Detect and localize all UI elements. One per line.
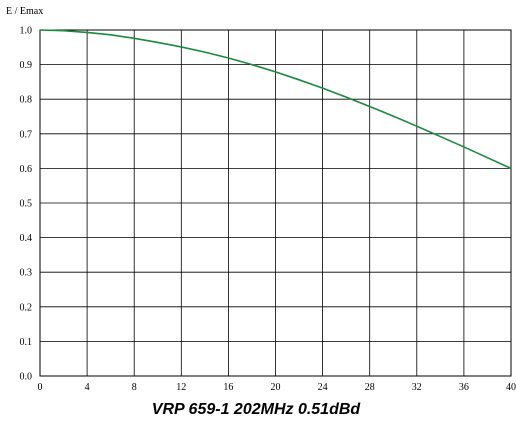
- y-tick-label: 0.4: [20, 233, 33, 244]
- y-tick-label: 0.8: [20, 95, 33, 106]
- x-tick-label: 8: [132, 382, 137, 393]
- x-tick-label: 20: [271, 382, 281, 393]
- chart-title: VRP 659-1 202MHz 0.51dBd: [152, 401, 362, 418]
- y-tick-label: 0.3: [20, 268, 33, 279]
- y-axis-label: E / Emax: [6, 6, 43, 17]
- x-tick-label: 0: [38, 382, 43, 393]
- y-tick-label: 1.0: [20, 26, 33, 37]
- x-tick-label: 24: [318, 382, 328, 393]
- y-tick-label: 0.1: [20, 337, 33, 348]
- x-tick-label: 4: [85, 382, 90, 393]
- grid-lines: [39, 29, 512, 377]
- plot-frame: [39, 29, 512, 377]
- y-tick-label: 0.5: [20, 199, 33, 210]
- y-tick-label: 0.0: [20, 372, 33, 383]
- x-tick-label: 36: [459, 382, 469, 393]
- x-tick-labels: 0 4 8 12 16 20 24 28 32 36 40: [38, 382, 516, 393]
- x-tick-label: 40: [506, 382, 516, 393]
- x-tick-label: 12: [176, 382, 186, 393]
- y-tick-label: 0.7: [20, 129, 33, 140]
- x-tick-label: 32: [412, 382, 422, 393]
- series-line: [39, 29, 512, 170]
- y-tick-label: 0.2: [20, 302, 33, 313]
- y-tick-label: 0.6: [20, 164, 33, 175]
- y-tick-labels: 0.0 0.1 0.2 0.3 0.4 0.5 0.6 0.7 0.8 0.9 1.0: [20, 26, 33, 383]
- series-group: [39, 29, 512, 170]
- x-tick-label: 16: [223, 382, 233, 393]
- y-tick-label: 0.9: [20, 60, 33, 71]
- x-tick-label: 28: [365, 382, 375, 393]
